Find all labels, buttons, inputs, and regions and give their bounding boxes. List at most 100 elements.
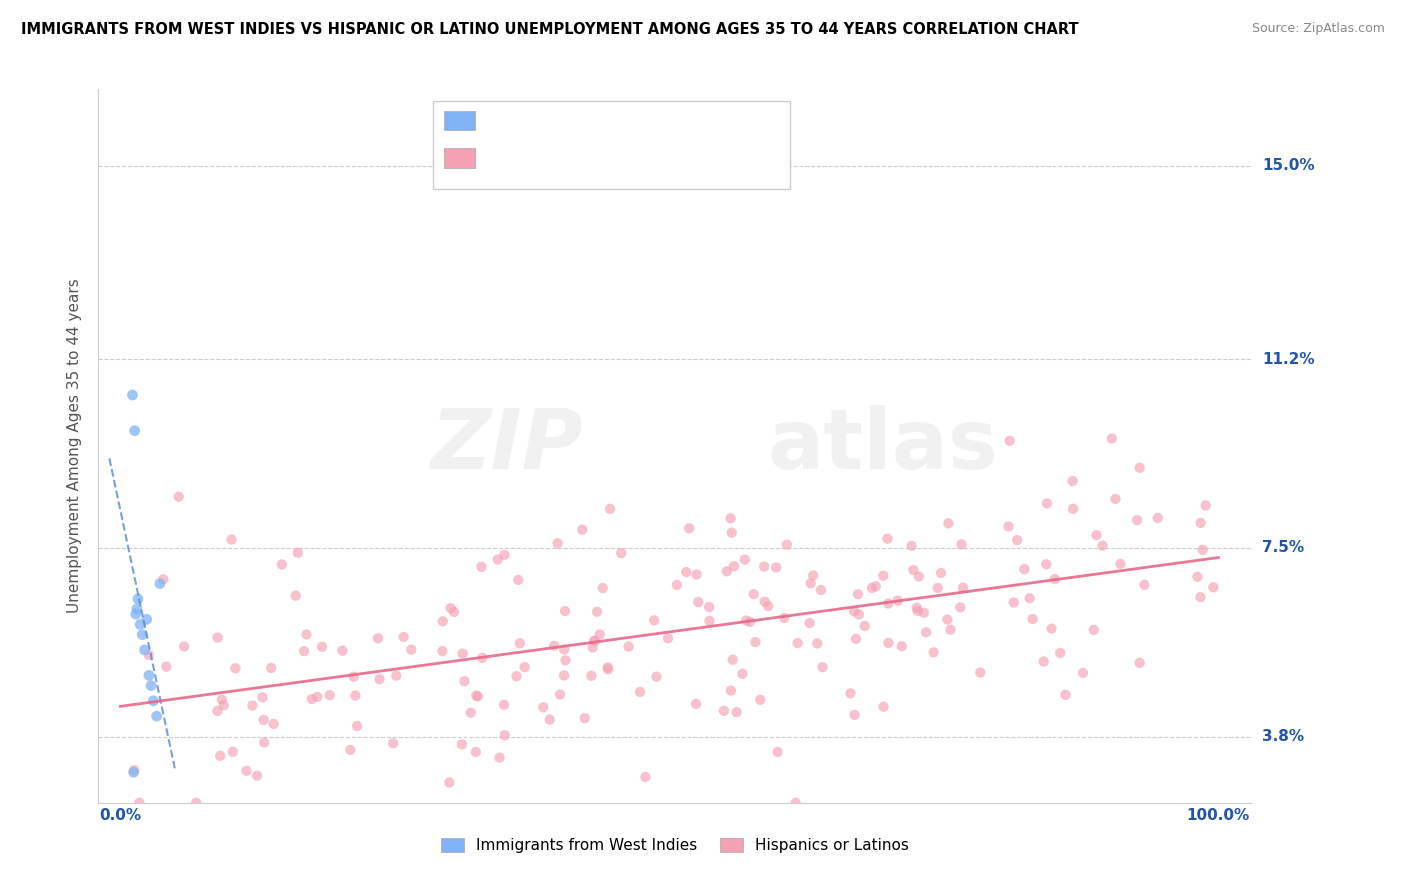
Point — [583, 633, 606, 648]
Point — [439, 775, 461, 789]
Text: R =: R = — [479, 151, 513, 165]
Point — [1109, 557, 1132, 571]
Point — [135, 612, 157, 626]
Point — [1005, 533, 1028, 548]
Point — [890, 639, 912, 653]
Point — [912, 606, 935, 620]
Point — [307, 690, 329, 704]
Point — [1062, 474, 1084, 488]
Point — [292, 644, 315, 658]
Text: 200: 200 — [630, 149, 665, 167]
Point — [1032, 655, 1054, 669]
Point — [922, 645, 945, 659]
Text: 7.5%: 7.5% — [1263, 541, 1305, 556]
Point — [207, 631, 229, 645]
Point — [1101, 432, 1123, 446]
Point — [998, 434, 1021, 448]
Y-axis label: Unemployment Among Ages 35 to 44 years: Unemployment Among Ages 35 to 44 years — [67, 278, 83, 614]
Point — [596, 660, 619, 674]
Point — [121, 388, 143, 402]
Point — [754, 595, 776, 609]
Point — [900, 539, 922, 553]
Point — [508, 573, 530, 587]
Point — [811, 660, 834, 674]
Point — [155, 659, 177, 673]
Point — [343, 670, 366, 684]
Point — [735, 614, 758, 628]
Point — [688, 595, 710, 609]
Point — [598, 662, 620, 676]
Point — [1091, 539, 1114, 553]
Point — [610, 546, 633, 560]
Point — [697, 600, 720, 615]
Point — [270, 558, 292, 572]
Point — [451, 738, 474, 752]
Point — [465, 689, 488, 703]
Legend: Immigrants from West Indies, Hispanics or Latinos: Immigrants from West Indies, Hispanics o… — [434, 832, 915, 859]
Point — [877, 597, 900, 611]
Point — [460, 706, 482, 720]
Point — [905, 600, 928, 615]
Point — [716, 565, 738, 579]
Point — [1129, 656, 1152, 670]
Text: 11.2%: 11.2% — [1263, 351, 1315, 367]
Point — [167, 490, 190, 504]
Point — [224, 661, 246, 675]
Point — [1043, 572, 1066, 586]
Point — [134, 643, 156, 657]
Text: 15.0%: 15.0% — [1263, 158, 1315, 173]
Point — [938, 516, 960, 531]
Point — [253, 713, 276, 727]
Point — [142, 694, 165, 708]
Point — [464, 745, 486, 759]
Point — [1189, 516, 1212, 530]
Point — [846, 587, 869, 601]
Point — [513, 660, 536, 674]
Point — [915, 625, 938, 640]
Text: 15: 15 — [630, 112, 652, 129]
Point — [492, 698, 515, 712]
Point — [543, 639, 565, 653]
Point — [765, 560, 787, 574]
Point — [505, 669, 527, 683]
Point — [665, 578, 688, 592]
Point — [848, 607, 870, 622]
Point — [645, 670, 668, 684]
Point — [675, 565, 697, 579]
Point — [319, 688, 342, 702]
Point — [738, 615, 761, 629]
Point — [754, 559, 776, 574]
Text: R =: R = — [479, 113, 513, 128]
Point — [547, 536, 569, 550]
Point — [766, 745, 789, 759]
Point — [1021, 612, 1043, 626]
Point — [592, 581, 614, 595]
Point — [253, 735, 276, 749]
Point — [152, 572, 174, 586]
Point — [720, 525, 742, 540]
Point — [1040, 622, 1063, 636]
Point — [1036, 496, 1059, 510]
Point — [235, 764, 257, 778]
Point — [173, 640, 195, 654]
Point — [886, 593, 908, 607]
Point — [574, 711, 596, 725]
Point — [1018, 591, 1040, 606]
Point — [138, 648, 160, 662]
Point — [720, 683, 742, 698]
Point — [382, 736, 405, 750]
Point — [723, 559, 745, 574]
Point — [929, 566, 952, 580]
Point — [467, 690, 489, 704]
Point — [1191, 542, 1213, 557]
Point — [1071, 665, 1094, 680]
Point — [1049, 646, 1071, 660]
Point — [284, 589, 307, 603]
Point — [685, 697, 707, 711]
Point — [734, 552, 756, 566]
Point — [1133, 578, 1156, 592]
Point — [432, 644, 454, 658]
Point — [432, 615, 454, 629]
Point — [368, 672, 391, 686]
Point — [589, 627, 612, 641]
